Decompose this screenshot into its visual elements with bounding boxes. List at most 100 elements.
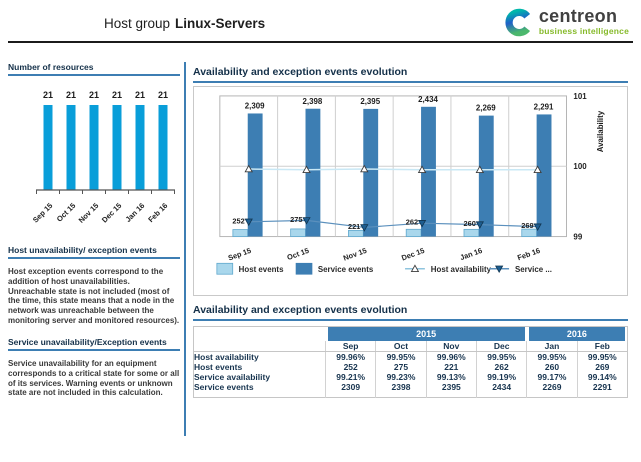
host-events-bar — [290, 228, 306, 237]
resources-bar — [43, 105, 53, 190]
resources-bar-value: 21 — [135, 90, 145, 100]
service-events-value: 2,398 — [303, 97, 323, 106]
legend-label: Service ... — [515, 265, 552, 274]
resources-x-label: Sep 15 — [31, 201, 54, 224]
service-events-value: 2,309 — [245, 102, 265, 111]
service-events-bar — [421, 106, 436, 237]
host-availability-line — [248, 168, 538, 171]
table-row: Service events 2309 2398 2395 2434 2269 2291 — [194, 382, 628, 398]
availability-table-title: Availability and exception events evolut… — [193, 304, 628, 321]
service-unavailability-section: Service unavailability/Exception events … — [8, 337, 180, 398]
row-label: Service availability — [194, 372, 271, 382]
value-cell: 2395 — [425, 382, 477, 398]
legend-label: Host events — [239, 265, 284, 274]
resources-bar — [135, 105, 145, 190]
report-title-hostgroup: Linux-Servers — [175, 16, 266, 31]
month-header: Jan — [526, 341, 578, 352]
resources-bar-value: 21 — [43, 90, 53, 100]
host-availability-marker — [475, 165, 485, 173]
centreon-logo: centreon business intelligence — [503, 7, 629, 38]
value-cell: 2398 — [375, 382, 427, 398]
service-events-value: 2,269 — [476, 104, 496, 113]
availability-chart: 2,309 2,398 2,395 2,434 2,269 2,291 252 275 221 2… — [193, 86, 628, 296]
host-events-bar — [405, 228, 422, 237]
host-events-bar — [348, 230, 364, 237]
year-header: 2016 — [528, 327, 625, 341]
availability-chart-title: Availability and exception events evolut… — [193, 66, 628, 83]
row-label: Host availability — [194, 352, 259, 362]
service-availability-marker — [244, 218, 253, 227]
value-cell: 99.17% — [526, 372, 578, 382]
host-unavailability-text: Host exception events correspond to the … — [8, 267, 180, 325]
resources-x-label: Oct 15 — [55, 201, 78, 224]
legend-triangle-down-icon — [495, 265, 504, 274]
service-events-bar — [247, 113, 263, 237]
table-corner-cell — [194, 327, 326, 342]
x-axis-label: Jan 16 — [459, 246, 484, 262]
value-cell: 260 — [526, 362, 578, 372]
report-title-prefix: Host group — [104, 16, 171, 31]
value-cell: 99.13% — [425, 372, 477, 382]
service-unavailability-title: Service unavailability/Exception events — [8, 337, 180, 351]
month-header: Oct — [375, 341, 427, 352]
legend-swatch — [295, 262, 313, 275]
resources-section-title: Number of resources — [8, 62, 180, 76]
host-events-value: 262 — [406, 218, 418, 227]
table-row: Host availability 99.96% 99.95% 99.96% 99.95… — [194, 351, 628, 362]
x-axis-label: Dec 15 — [400, 246, 426, 263]
host-events-value: 269 — [521, 221, 533, 230]
service-events-bar — [363, 108, 379, 237]
x-axis-label: Oct 15 — [286, 246, 310, 262]
host-events-bar — [521, 228, 538, 237]
value-cell: 2291 — [576, 382, 628, 398]
service-availability-marker — [533, 223, 542, 231]
service-unavailability-text: Service unavailability for an equipment … — [8, 359, 180, 398]
resources-bar-value: 21 — [158, 90, 168, 100]
resources-bar — [89, 105, 99, 190]
resources-bar — [66, 105, 76, 190]
resources-chart: 21 Sep 15 21 Oct 15 21 Nov 15 21 Dec 15 21 Jan 16… — [31, 90, 175, 225]
host-events-value: 252 — [232, 216, 244, 225]
right-axis-tick: 100 — [573, 162, 587, 171]
resources-bar — [158, 105, 168, 190]
legend-label: Service events — [318, 265, 374, 274]
service-availability-marker — [417, 220, 427, 228]
host-events-bar — [463, 228, 480, 237]
year-header-cell: 2016 — [527, 327, 628, 341]
value-cell: 2269 — [526, 382, 578, 398]
legend-label: Host availability — [431, 265, 492, 274]
host-availability-marker — [302, 165, 311, 173]
value-cell: 99.95% — [526, 351, 578, 362]
host-events-bar — [232, 229, 249, 237]
right-axis-tick: 99 — [573, 233, 582, 242]
service-events-value: 2,434 — [418, 95, 438, 104]
value-cell: 252 — [324, 362, 376, 372]
host-availability-marker — [417, 165, 427, 173]
row-label: Service events — [194, 382, 254, 392]
value-cell: 99.14% — [576, 372, 628, 382]
month-header: Feb — [576, 341, 628, 352]
value-cell: 99.95% — [475, 351, 527, 362]
resources-x-label: Jan 16 — [124, 201, 147, 224]
x-axis-label: Feb 16 — [516, 246, 541, 262]
value-cell: 99.96% — [324, 351, 376, 362]
resources-bar-value: 21 — [89, 90, 99, 100]
value-cell: 99.95% — [576, 351, 628, 362]
logo-brand-text: centreon — [538, 6, 618, 26]
centreon-logo-icon — [505, 8, 530, 37]
value-cell: 99.21% — [324, 372, 376, 382]
resources-x-label: Nov 15 — [77, 201, 101, 225]
service-events-bar — [478, 115, 494, 237]
resources-bar — [112, 105, 122, 190]
table-row: Service availability 99.21% 99.23% 99.13% 99… — [194, 372, 628, 382]
service-availability-line — [248, 219, 538, 229]
resources-x-label: Feb 16 — [146, 201, 169, 224]
availability-table: 2015 2016 Sep Oct Nov Dec Jan Feb Host availabil… — [193, 326, 628, 398]
month-header: Sep — [324, 341, 376, 352]
value-cell: 2434 — [475, 382, 527, 398]
month-header: Nov — [425, 341, 477, 352]
month-header-spacer — [193, 341, 326, 352]
service-events-bar — [305, 108, 321, 237]
right-axis-tick: 101 — [573, 92, 587, 101]
year-header: 2015 — [327, 327, 525, 341]
